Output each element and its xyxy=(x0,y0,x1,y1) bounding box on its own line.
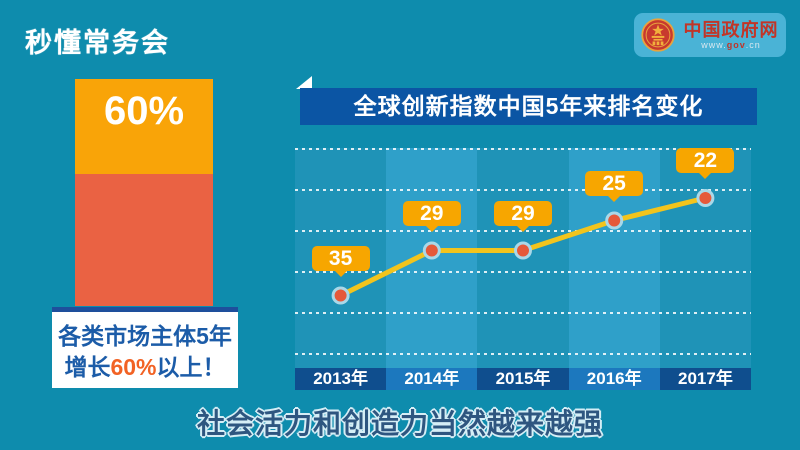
gridline xyxy=(295,271,751,273)
growth-stat-bar-bottom xyxy=(75,174,213,306)
data-point xyxy=(514,241,532,260)
url-prefix: www. xyxy=(701,39,727,50)
growth-stat-value: 60% xyxy=(103,89,185,133)
growth-stat-caption: 各类市场主体5年 增长60%以上！ xyxy=(52,307,238,388)
data-label: 35 xyxy=(311,245,370,271)
data-point xyxy=(422,241,441,260)
data-label: 22 xyxy=(676,148,735,173)
x-axis-label: 2015年 xyxy=(477,368,569,390)
national-emblem-icon xyxy=(641,18,675,52)
growth-stat-bar-top: 60% xyxy=(75,79,213,174)
gov-site-name: 中国政府网 xyxy=(683,19,779,40)
video-subtitle: 社会活力和创造力当然越来越强 xyxy=(196,408,603,439)
gridline xyxy=(295,312,751,314)
x-axis-label: 2014年 xyxy=(386,368,478,390)
show-logo: 秒懂常务会 xyxy=(25,28,170,58)
innovation-rank-chart: 全球创新指数中国5年来排名变化 35 29 29 25 22 2013年 2014年 201… xyxy=(295,76,757,390)
gridline xyxy=(295,148,751,150)
growth-stat-bar: 60% xyxy=(75,79,213,306)
trend-line-svg xyxy=(331,189,715,305)
chart-plot: 35 29 29 25 22 xyxy=(295,148,752,368)
data-label: 29 xyxy=(402,200,461,226)
gridline xyxy=(295,189,751,191)
gov-site-url: www.gov.cn xyxy=(701,40,761,51)
data-point xyxy=(605,211,624,230)
gridline xyxy=(295,353,751,355)
data-point xyxy=(331,286,350,305)
x-axis-label: 2017年 xyxy=(659,368,752,390)
caption-highlight: 60% xyxy=(110,354,157,380)
gov-site-badge: 中国政府网 www.gov.cn xyxy=(634,13,786,57)
data-label: 29 xyxy=(494,200,552,226)
x-axis-label: 2013年 xyxy=(295,368,387,390)
url-domain: gov xyxy=(726,39,746,50)
gov-badge-text: 中国政府网 www.gov.cn xyxy=(682,20,780,51)
url-suffix: .cn xyxy=(745,39,761,50)
chart-x-axis: 2013年 2014年 2015年 2016年 2017年 xyxy=(295,368,752,390)
data-label: 25 xyxy=(585,170,644,196)
chart-title: 全球创新指数中国5年来排名变化 xyxy=(300,88,757,125)
caption-line-2: 增长60%以上！ xyxy=(64,354,226,380)
plot-column xyxy=(659,148,752,368)
x-axis-label: 2016年 xyxy=(568,368,660,390)
caption-line-1: 各类市场主体5年 xyxy=(58,323,232,349)
data-point xyxy=(696,189,715,207)
